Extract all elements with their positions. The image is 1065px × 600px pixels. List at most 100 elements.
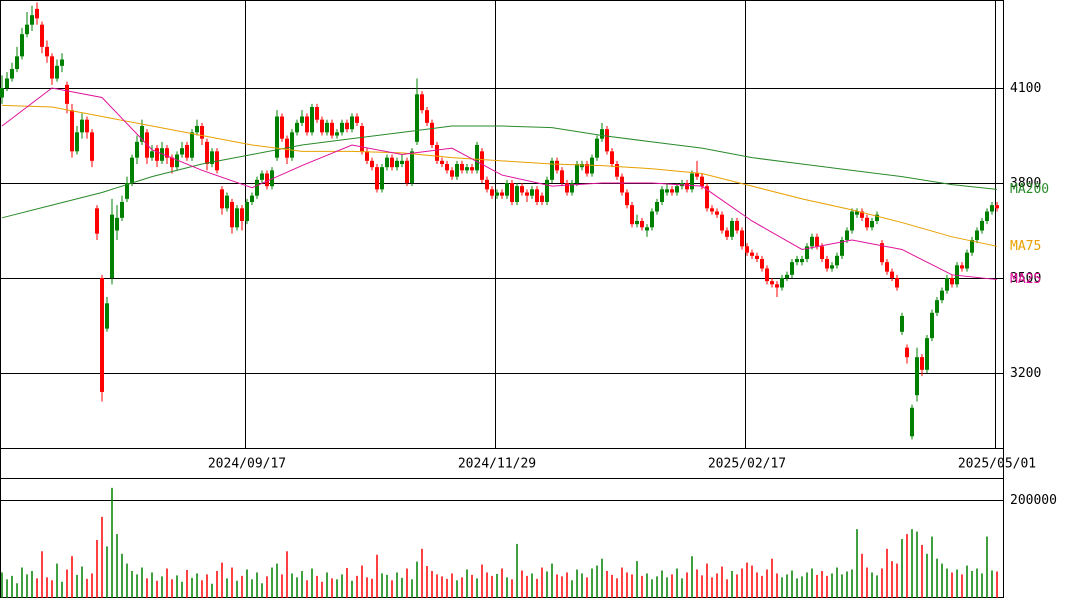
candle-body xyxy=(10,69,14,79)
y-tick-label: 3500 xyxy=(1010,271,1041,286)
candle-body xyxy=(570,182,574,193)
candle-body xyxy=(450,170,454,177)
candle-body xyxy=(445,164,449,171)
candle-body xyxy=(100,277,104,392)
candle-body xyxy=(250,195,254,202)
candle-body xyxy=(880,243,884,263)
candle-body xyxy=(885,262,889,272)
candle-body xyxy=(810,236,814,247)
candle-body xyxy=(175,154,179,168)
candle-body xyxy=(120,201,124,218)
frame xyxy=(0,0,1004,598)
candle-body xyxy=(150,151,154,158)
candle-body xyxy=(410,151,414,183)
candle-body xyxy=(185,145,189,158)
candle-body xyxy=(760,258,764,269)
candle-body xyxy=(330,122,334,136)
candle-body xyxy=(895,277,899,288)
candle-body xyxy=(790,262,794,275)
candle-body xyxy=(395,160,399,168)
candle-body xyxy=(925,338,929,370)
candle-body xyxy=(500,192,504,196)
candle-body xyxy=(905,347,909,358)
candle-body xyxy=(630,205,634,225)
candle-body xyxy=(155,148,159,161)
y-tick-label: 4100 xyxy=(1010,81,1041,96)
candle-body xyxy=(910,407,914,437)
moving-average-label: MA75 xyxy=(1010,239,1041,254)
candle-body xyxy=(255,179,259,196)
candle-body xyxy=(165,148,169,158)
candle-body xyxy=(640,220,644,228)
candle-body xyxy=(715,211,719,215)
candle-body xyxy=(110,214,114,278)
candle-body xyxy=(495,192,499,196)
moving-average-line xyxy=(1,87,998,281)
candle-body xyxy=(615,164,619,177)
candle-body xyxy=(420,94,424,111)
candle-body xyxy=(190,132,194,158)
candle-body xyxy=(180,148,184,155)
candle-body xyxy=(170,157,174,168)
candle-body xyxy=(900,315,904,332)
candle-body xyxy=(25,24,29,35)
candles xyxy=(0,2,999,598)
candle-body xyxy=(740,230,744,247)
candle-body xyxy=(280,116,284,139)
candle-body xyxy=(850,211,854,231)
candle-body xyxy=(520,186,524,193)
candle-body xyxy=(890,271,894,278)
candle-body xyxy=(535,189,539,202)
candle-body xyxy=(600,129,604,139)
candle-body xyxy=(335,132,339,136)
candle-body xyxy=(990,205,994,212)
candle-body xyxy=(515,186,519,202)
candle-body xyxy=(305,116,309,133)
x-tick-label: 2024/11/29 xyxy=(458,457,536,472)
candle-body xyxy=(440,160,444,165)
candle-body xyxy=(675,186,679,193)
candle-body xyxy=(840,239,844,256)
candle-body xyxy=(655,201,659,212)
candle-body xyxy=(400,160,404,165)
candle-body xyxy=(610,151,614,165)
candle-body xyxy=(115,217,119,231)
candle-body xyxy=(455,164,459,177)
candle-body xyxy=(915,357,919,396)
candle-body xyxy=(510,182,514,202)
candle-body xyxy=(545,179,549,202)
candle-body xyxy=(770,281,774,285)
x-tick-label: 2025/05/01 xyxy=(958,457,1036,472)
candle-body xyxy=(625,192,629,206)
candle-body xyxy=(945,277,949,291)
candle-body xyxy=(265,173,269,187)
candle-body xyxy=(690,173,694,190)
candle-body xyxy=(415,94,419,142)
candle-body xyxy=(815,236,819,247)
candle-body xyxy=(105,303,109,329)
candle-body xyxy=(70,110,74,152)
candle-body xyxy=(20,34,24,57)
candle-body xyxy=(260,173,264,180)
candle-body xyxy=(555,160,559,171)
candle-body xyxy=(970,239,974,253)
volume-tick-label: 200000 xyxy=(1010,493,1057,508)
candle-body xyxy=(430,122,434,146)
candle-body xyxy=(695,173,699,177)
candle-body xyxy=(710,208,714,212)
candle-body xyxy=(800,258,804,263)
moving-average-line xyxy=(1,125,998,219)
candle-body xyxy=(380,167,384,190)
candle-body xyxy=(755,255,759,259)
candle-body xyxy=(575,164,579,183)
candle-body xyxy=(15,56,19,70)
candle-body xyxy=(460,164,464,171)
candle-body xyxy=(550,160,554,180)
moving-average-label: MA200 xyxy=(1010,182,1049,197)
candle-body xyxy=(635,220,639,225)
candle-body xyxy=(425,110,429,123)
candle-body xyxy=(830,265,834,269)
candle-body xyxy=(665,189,669,193)
candle-body xyxy=(490,189,494,196)
candle-body xyxy=(80,119,84,133)
